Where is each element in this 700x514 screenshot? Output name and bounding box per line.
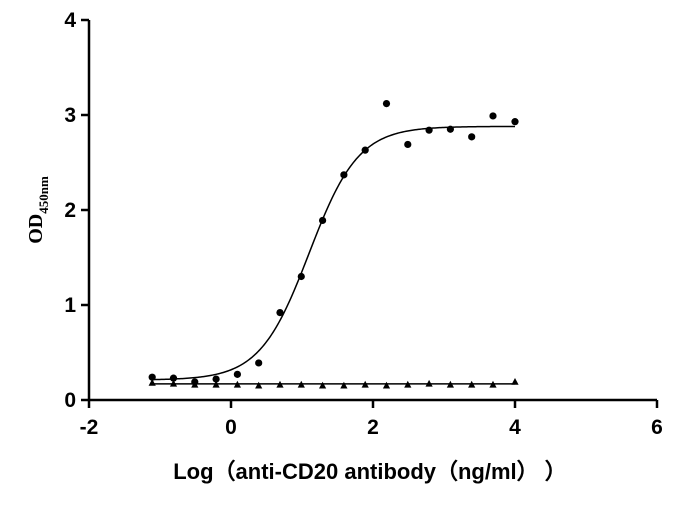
y-tick-label-3: 3 [64,104,76,127]
point-series-1-2 [191,380,199,388]
x-tick-label-1: 0 [225,416,237,439]
point-series-1-7 [297,380,305,388]
point-series-1-15 [468,380,476,388]
point-series-1-1 [169,379,178,387]
y-tick-label-4: 4 [64,9,76,32]
point-series-0-5 [255,359,263,367]
y-axis-title: OD450nm [25,176,51,244]
fit-curve-series-0 [152,125,515,381]
point-series-0-7 [297,272,305,281]
point-series-1-11 [382,381,391,389]
point-series-0-16 [489,112,497,120]
point-series-0-1 [169,374,178,382]
point-series-0-6 [276,309,284,317]
point-series-0-13 [425,126,433,134]
point-series-1-13 [425,379,433,387]
point-series-0-11 [382,100,391,108]
point-series-1-0 [148,378,156,386]
point-series-1-5 [255,381,263,389]
point-series-0-10 [361,146,369,154]
point-series-0-8 [318,216,327,225]
point-series-1-9 [340,381,348,389]
y-axis-title-subscript: 450nm [36,176,51,214]
y-tick-label-1: 1 [64,294,76,317]
point-series-0-0 [148,373,156,381]
x-tick-label-0: -2 [80,416,99,439]
plot-frame [87,20,657,402]
point-series-1-3 [212,380,220,388]
fit-curves [152,125,515,385]
x-tick-label-3: 4 [509,416,521,439]
y-axis-ticks: 0 1 2 3 4 [64,9,89,412]
point-series-1-4 [233,380,241,388]
point-series-1-8 [318,381,327,389]
x-axis-title: Log（anti-CD20 antibody（ng/ml） ） [173,459,567,484]
point-series-0-9 [340,171,348,179]
point-series-1-6 [276,380,284,388]
point-series-0-3 [212,375,220,383]
y-tick-label-2: 2 [64,199,76,222]
point-series-0-4 [233,370,241,378]
x-tick-label-4: 6 [651,416,663,439]
y-tick-label-0: 0 [64,389,76,412]
point-series-0-14 [446,125,454,133]
point-series-1-17 [511,377,519,385]
y-axis-title-main: OD [25,214,47,244]
point-series-0-12 [404,140,412,149]
point-series-0-15 [468,133,476,141]
point-series-1-12 [404,380,412,388]
data-points [148,100,519,389]
x-tick-label-2: 2 [367,416,379,439]
point-series-1-16 [489,380,497,388]
point-series-1-10 [361,380,369,388]
x-axis-ticks: -2 0 2 4 6 [80,400,663,439]
point-series-0-17 [511,118,519,126]
point-series-1-14 [446,380,454,388]
